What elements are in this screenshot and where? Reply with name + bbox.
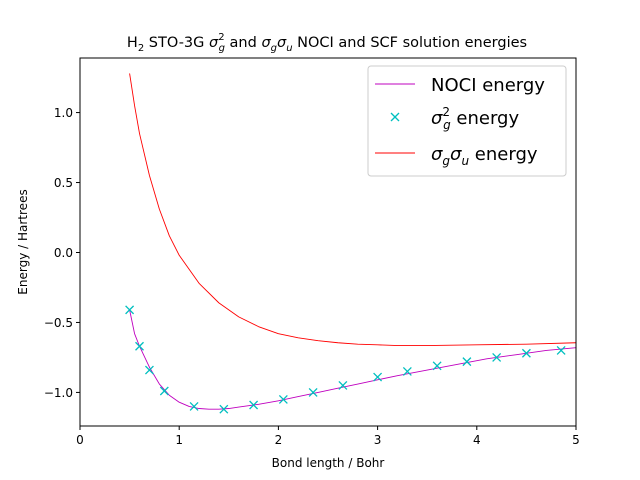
x-tick-label: 0 [76, 433, 84, 447]
y-tick-label: −1.0 [44, 386, 73, 400]
marker-stroke [556, 345, 566, 355]
data-point-sigma_g2 [402, 366, 412, 376]
data-point-sigma_g2 [432, 361, 442, 371]
data-point-sigma_g2 [373, 372, 383, 382]
marker-stroke [373, 372, 383, 382]
marker-stroke [219, 404, 229, 414]
data-point-sigma_g2 [308, 387, 318, 397]
series-layer [125, 73, 576, 414]
marker-stroke [338, 380, 348, 390]
legend: NOCI energy σ2 g energy σgσu energy [367, 65, 567, 177]
marker-stroke [462, 357, 472, 367]
marker-stroke [144, 365, 154, 375]
x-tick-label: 2 [275, 433, 283, 447]
legend-swatch-sigma-g2 [390, 112, 400, 122]
legend-label-sigma-g-sigma-u: σgσu energy [431, 144, 538, 168]
x-axis-label: Bond length / Bohr [272, 456, 385, 470]
marker-stroke [402, 366, 412, 376]
data-point-sigma_g2 [189, 401, 199, 411]
marker-stroke [135, 341, 144, 351]
legend-label-sigma-g2: σ2 g energy [431, 105, 519, 132]
chart-title: H2 STO-3G σ2 g and σgσu NOCI and SCF solu… [127, 32, 527, 54]
data-point-sigma_g2 [278, 394, 288, 404]
marker-stroke [278, 394, 288, 404]
y-tick-label: 0.5 [54, 176, 73, 190]
series-line-sigma_g_sigma_u [129, 73, 576, 346]
x-tick-label: 5 [572, 433, 580, 447]
y-axis-ticks: −1.0 −0.5 0.0 0.5 1.0 [44, 106, 80, 400]
data-point-sigma_g2 [462, 357, 472, 367]
marker-stroke [432, 361, 442, 371]
data-point-sigma_g2 [135, 341, 144, 351]
data-point-sigma_g2 [219, 404, 229, 414]
plot-area: 0 1 2 3 4 5 −1.0 −0.5 0.0 0.5 1.0 [44, 57, 580, 447]
y-tick-label: 1.0 [54, 106, 73, 120]
data-point-sigma_g2 [144, 365, 154, 375]
marker-stroke [249, 400, 259, 410]
data-point-sigma_g2 [521, 348, 531, 358]
marker-stroke [308, 387, 318, 397]
data-point-sigma_g2 [159, 386, 169, 396]
legend-box [367, 65, 567, 177]
axes-frame [79, 57, 577, 427]
data-point-sigma_g2 [249, 400, 259, 410]
x-tick-label: 3 [374, 433, 382, 447]
data-point-sigma_g2 [492, 352, 502, 362]
x-tick-label: 1 [175, 433, 183, 447]
marker-stroke [159, 386, 169, 396]
marker-stroke [521, 348, 531, 358]
data-point-sigma_g2 [556, 345, 566, 355]
data-point-sigma_g2 [338, 380, 348, 390]
x-axis-ticks: 0 1 2 3 4 5 [76, 426, 580, 447]
y-axis-label: Energy / Hartrees [16, 189, 30, 294]
marker-stroke [125, 305, 135, 315]
marker-stroke [492, 352, 502, 362]
legend-label-noci: NOCI energy [431, 75, 545, 96]
y-tick-label: −0.5 [44, 316, 73, 330]
y-tick-label: 0.0 [54, 246, 73, 260]
marker-stroke [189, 401, 199, 411]
data-point-sigma_g2 [125, 305, 135, 315]
x-tick-label: 4 [473, 433, 481, 447]
